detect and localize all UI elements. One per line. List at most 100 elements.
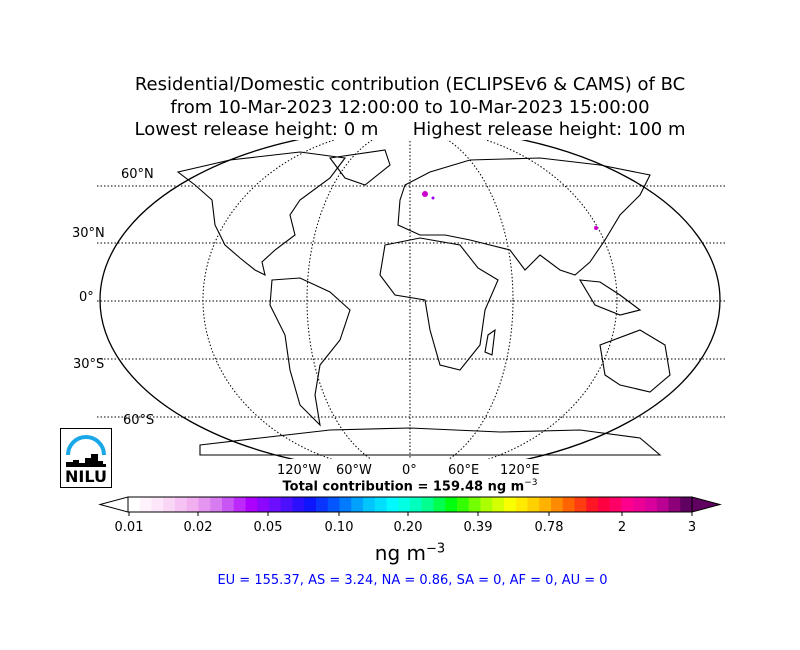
colorbar-segment [292, 497, 305, 512]
colorbar-segment [480, 497, 493, 512]
hotspot-europe-2 [431, 196, 435, 200]
colorbar-tick: 0.01 [114, 520, 144, 535]
madagascar [484, 328, 496, 356]
colorbar-segment [128, 497, 141, 512]
colorbar-segment [445, 497, 458, 512]
regional-contributions: EU = 155.37, AS = 3.24, NA = 0.86, SA = … [217, 573, 608, 588]
colorbar-tick: 0.02 [183, 520, 213, 535]
lon-label-0: 0° [402, 463, 417, 478]
concentration-hotspots [422, 191, 598, 230]
colorbar-segment [551, 497, 564, 512]
colorbar-segment [233, 497, 247, 512]
colorbar-tick: 2 [617, 520, 627, 535]
colorbar [98, 496, 722, 516]
map-boundary [99, 140, 721, 459]
colorbar-segment [504, 497, 517, 512]
colorbar-segment [457, 497, 470, 512]
colorbar-tick: 0.39 [463, 520, 493, 535]
logo-text: NILU [65, 467, 107, 486]
colorbar-segment [163, 497, 176, 512]
total-label: Total contribution = 159.48 ng m [282, 479, 525, 495]
lat-label-30s: 30°S [73, 357, 105, 372]
colorbar-segment [257, 497, 270, 512]
lon-label-120w: 120°W [277, 463, 322, 478]
lat-label-0: 0° [79, 290, 94, 305]
colorbar-segment [527, 497, 540, 512]
colorbar-extend-max [691, 496, 722, 513]
colorbar-segment [398, 497, 411, 512]
lon-label-60e: 60°E [448, 463, 480, 478]
colorbar-segment [515, 497, 529, 512]
hotspot-asia [594, 226, 598, 230]
lat-label-60n: 60°N [121, 167, 154, 182]
unit-label: ng m [374, 541, 427, 565]
colorbar-tick: 0.05 [253, 520, 283, 535]
title-line-3: Lowest release height: 0 m Highest relea… [134, 119, 686, 140]
total-contribution: Total contribution = 159.48 ng m−3 [0, 478, 800, 494]
colorbar-tick: 0.10 [324, 520, 354, 535]
colorbar-segment [198, 497, 211, 512]
colorbar-segment [186, 497, 200, 512]
colorbar-segment [645, 497, 658, 512]
colorbar-tick: 3 [687, 520, 697, 535]
colorbar-segment [222, 497, 235, 512]
colorbar-segment [175, 497, 188, 512]
eurasia [397, 157, 651, 276]
antarctica [199, 427, 662, 456]
skyline-icon [66, 435, 106, 467]
title-line-1: Residential/Domestic contribution (ECLIP… [134, 74, 686, 95]
colorbar-segment [151, 497, 164, 512]
southeast-asia [578, 279, 642, 316]
colorbar-segment [492, 497, 505, 512]
colorbar-segment [386, 497, 399, 512]
colorbar-segment [280, 497, 294, 512]
colorbar-segment [574, 497, 587, 512]
colorbar-extend-min [98, 496, 129, 513]
colorbar-segment [269, 497, 282, 512]
colorbar-segment [363, 497, 376, 512]
south-america [269, 277, 351, 427]
lat-label-30n: 30°N [72, 226, 105, 241]
colorbar-segment [421, 497, 435, 512]
australia [599, 329, 671, 393]
colorbar-segment [680, 497, 693, 512]
graticule [95, 140, 725, 459]
africa [379, 237, 499, 371]
title-line-2: from 10-Mar-2023 12:00:00 to 10-Mar-2023… [170, 97, 650, 118]
colorbar-segment [656, 497, 670, 512]
lon-label-120e: 120°E [500, 463, 540, 478]
colorbar-segment [351, 497, 364, 512]
unit-exponent: −3 [426, 541, 446, 557]
greenland [329, 149, 391, 186]
colorbar-tick: 0.78 [534, 520, 564, 535]
colorbar-unit: ng m−3 [0, 541, 800, 565]
colorbar-segment [316, 497, 329, 512]
lon-label-60w: 60°W [336, 463, 372, 478]
continents [176, 149, 671, 456]
total-unit-exponent: −3 [524, 478, 538, 488]
colorbar-segment [433, 497, 446, 512]
colorbar-outline [127, 496, 693, 513]
colorbar-segment [562, 497, 576, 512]
colorbar-segment [539, 497, 552, 512]
colorbar-segment [598, 497, 611, 512]
colorbar-segment [410, 497, 423, 512]
lat-label-60s: 60°S [123, 413, 155, 428]
colorbar-tick: 0.20 [393, 520, 423, 535]
nilu-logo: NILU [60, 428, 112, 488]
colorbar-segment [468, 497, 482, 512]
colorbar-segment [609, 497, 623, 512]
hotspot-europe [422, 191, 428, 197]
colorbar-segment [374, 497, 388, 512]
colorbar-segment [621, 497, 634, 512]
colorbar-segment [210, 497, 223, 512]
colorbar-segment [245, 497, 258, 512]
colorbar-segment [327, 497, 341, 512]
colorbar-segment [304, 497, 317, 512]
colorbar-segment [668, 497, 681, 512]
colorbar-segment [633, 497, 646, 512]
colorbar-segment [586, 497, 599, 512]
colorbar-segment [339, 497, 352, 512]
